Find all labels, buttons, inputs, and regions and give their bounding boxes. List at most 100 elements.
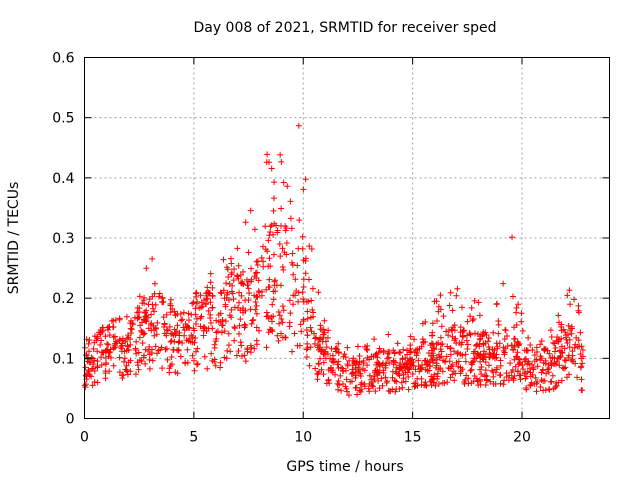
data-point: [239, 353, 246, 360]
data-point: [579, 346, 586, 353]
data-point: [550, 339, 557, 346]
data-point: [475, 299, 482, 306]
data-point: [105, 341, 112, 348]
data-point: [186, 335, 193, 342]
data-point: [383, 379, 390, 386]
data-point: [419, 364, 426, 371]
data-point: [266, 232, 273, 239]
data-point: [205, 289, 212, 296]
data-point: [150, 305, 157, 312]
data-point: [346, 357, 353, 364]
data-point: [270, 288, 277, 295]
data-point: [518, 318, 525, 325]
data-point: [295, 298, 302, 305]
data-point: [209, 304, 216, 311]
data-point: [501, 335, 508, 342]
data-point: [87, 359, 94, 366]
data-point: [229, 282, 236, 289]
data-point: [502, 327, 509, 334]
data-point: [309, 285, 316, 292]
data-point: [82, 364, 89, 371]
data-point: [551, 348, 558, 355]
data-point: [234, 272, 241, 279]
data-point: [297, 321, 304, 328]
data-point: [315, 289, 322, 296]
data-point: [422, 366, 429, 373]
data-point: [494, 300, 501, 307]
data-point: [476, 340, 483, 347]
data-point: [242, 219, 249, 226]
data-point: [132, 371, 139, 378]
data-point: [521, 370, 528, 377]
data-point: [321, 349, 328, 356]
data-point: [537, 384, 544, 391]
data-point: [137, 322, 144, 329]
data-point: [86, 358, 93, 365]
data-point: [451, 337, 458, 344]
data-point: [561, 345, 568, 352]
data-point: [394, 340, 401, 347]
data-point: [527, 342, 534, 349]
data-point: [191, 327, 198, 334]
data-point: [524, 347, 531, 354]
data-point: [116, 336, 123, 343]
data-point: [116, 354, 123, 361]
data-point: [131, 314, 138, 321]
data-point: [288, 225, 295, 232]
data-point: [276, 241, 283, 248]
data-point: [476, 366, 483, 373]
data-point: [439, 368, 446, 375]
data-point: [146, 356, 153, 363]
data-point: [171, 326, 178, 333]
data-point: [313, 334, 320, 341]
data-point: [289, 348, 296, 355]
data-point: [315, 360, 322, 367]
data-point: [444, 379, 451, 386]
data-point: [143, 307, 150, 314]
data-point: [203, 290, 210, 297]
data-point: [269, 301, 276, 308]
data-point: [446, 302, 453, 309]
data-point: [471, 355, 478, 362]
data-point: [94, 348, 101, 355]
data-point: [533, 380, 540, 387]
data-point: [306, 362, 313, 369]
data-point: [179, 316, 186, 323]
data-point: [540, 387, 547, 394]
data-point: [352, 384, 359, 391]
data-point: [119, 372, 126, 379]
data-point: [225, 342, 232, 349]
data-point: [223, 294, 230, 301]
data-point: [303, 327, 310, 334]
data-point: [243, 276, 250, 283]
data-point: [443, 353, 450, 360]
data-point: [172, 330, 179, 337]
data-point: [543, 370, 550, 377]
data-point: [235, 262, 242, 269]
data-point: [169, 305, 176, 312]
data-point: [141, 300, 148, 307]
data-point: [493, 364, 500, 371]
data-point: [256, 289, 263, 296]
data-point: [502, 345, 509, 352]
data-point: [453, 292, 460, 299]
data-point: [106, 332, 113, 339]
data-point: [513, 304, 520, 311]
data-point: [547, 354, 554, 361]
data-point: [207, 270, 214, 277]
data-point: [514, 349, 521, 356]
data-point: [364, 362, 371, 369]
data-point: [238, 342, 245, 349]
data-point: [231, 324, 238, 331]
data-point: [258, 292, 265, 299]
data-point: [242, 322, 249, 329]
data-point: [200, 332, 207, 339]
data-point: [524, 368, 531, 375]
data-point: [380, 347, 387, 354]
data-point: [277, 151, 284, 158]
data-point: [253, 269, 260, 276]
data-point: [393, 386, 400, 393]
data-point: [300, 283, 307, 290]
data-point: [451, 348, 458, 355]
x-tick-label: 20: [513, 430, 531, 446]
